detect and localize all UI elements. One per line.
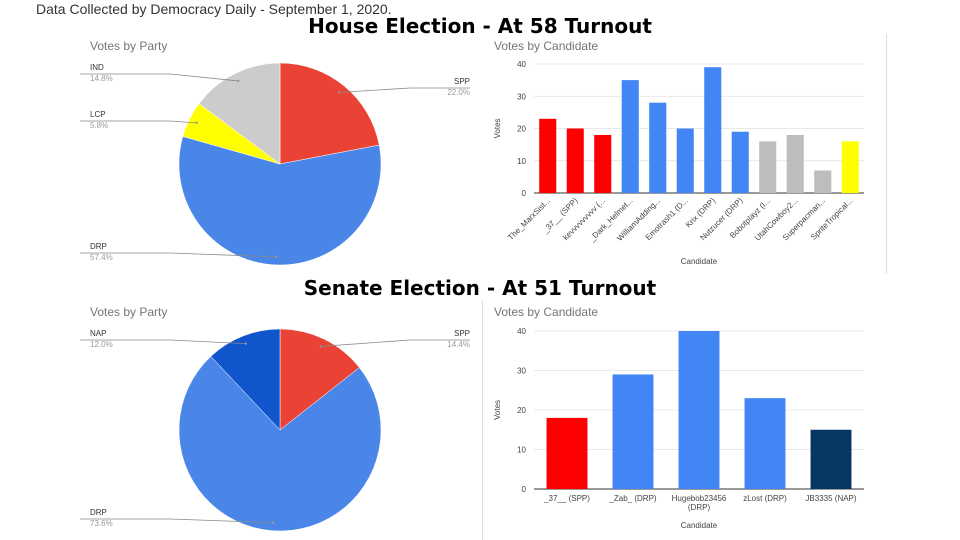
- senate-pie-pct-spp: 14.4%: [447, 340, 470, 349]
- senate-pie-label-drp: DRP: [90, 508, 107, 517]
- house-pie-leader-ind: [80, 73, 239, 82]
- house-bar-bar: [594, 134, 612, 193]
- senate-pie-label-spp: SPP: [454, 329, 470, 338]
- house-pie-leader-dot-ind: [237, 79, 240, 83]
- senate-pie-leader-spp: [320, 339, 470, 347]
- house-bar-bar: [841, 141, 859, 193]
- senate-pie-leader-drp: [80, 518, 274, 524]
- senate-bar-title: Votes by Candidate: [494, 305, 598, 319]
- senate-bar-bar: [810, 429, 852, 489]
- house-bar-ytick: 10: [517, 157, 526, 166]
- senate-bar-ytick: 0: [522, 485, 527, 494]
- house-pie-leader-spp: [339, 87, 470, 93]
- house-pie-label-spp: SPP: [454, 77, 470, 86]
- senate-candidate-bar-panel: Votes by Candidate 0 10 20 30 40 _37__ (SPP) _Z…: [484, 300, 888, 540]
- senate-pie-leader-nap: [80, 339, 246, 345]
- house-bar-bar: [649, 102, 667, 193]
- senate-bar-xtick: Hugebob23456 (DRP): [672, 494, 727, 512]
- house-pie-leader-dot-lcp: [195, 121, 198, 125]
- senate-bar-xtick: _Zab_ (DRP): [608, 494, 656, 503]
- senate-section-title: Senate Election - At 51 Turnout: [303, 276, 657, 300]
- house-pie-label-drp: DRP: [90, 242, 107, 251]
- senate-candidate-bar-chart: Votes by Candidate 0 10 20 30 40 _37__ (SPP) _Z…: [493, 305, 864, 530]
- house-pie-pct-spp: 22.0%: [447, 88, 470, 97]
- house-bar-title: Votes by Candidate: [494, 39, 598, 53]
- senate-bar-ytick: 20: [517, 406, 526, 415]
- house-bar-ytick: 20: [517, 125, 526, 134]
- senate-pie-title: Votes by Party: [90, 305, 167, 319]
- house-pie-leader-drp: [80, 252, 276, 258]
- house-pie-title: Votes by Party: [90, 39, 167, 53]
- house-pie-leader-dot-drp: [274, 255, 278, 259]
- house-pie-slice-ind: [198, 62, 281, 165]
- senate-pie-leader-dot-spp: [319, 345, 322, 348]
- house-bar-bar: [759, 141, 777, 193]
- senate-pie-leader-dot-nap: [244, 342, 247, 345]
- house-bar-xtick: The_MarxSist...: [506, 196, 552, 242]
- senate-pie-slice-spp: [279, 328, 360, 431]
- house-pie-leader-lcp: [80, 120, 197, 124]
- house-bar-bar: [704, 67, 722, 193]
- house-pie-label-ind: IND: [90, 63, 104, 72]
- senate-bar-ylabel: Votes: [493, 400, 502, 420]
- house-bar-ytick: 0: [522, 189, 527, 198]
- senate-bar-xtick: JB3335 (NAP): [805, 494, 856, 503]
- senate-bar-bar: [612, 374, 654, 489]
- senate-pie-slice-nap: [210, 328, 281, 431]
- house-pie-pct-drp: 57.4%: [90, 253, 113, 262]
- house-bar-xlabel: Candidate: [681, 257, 718, 266]
- senate-bar-xlabel: Candidate: [681, 521, 718, 530]
- senate-party-pie-chart: Votes by Party SPP 14.4% DRP 73.6% NAP 12.0%: [80, 305, 470, 532]
- house-panel-divider: [886, 34, 887, 274]
- house-pie-pct-ind: 14.8%: [90, 74, 113, 83]
- senate-bar-bar: [678, 331, 720, 489]
- house-bar-ytick: 40: [517, 60, 526, 69]
- house-pie-label-lcp: LCP: [90, 110, 106, 119]
- senate-pie-pct-drp: 73.6%: [90, 519, 113, 528]
- house-pie-slice-drp: [178, 136, 382, 266]
- house-bar-bar: [539, 118, 557, 193]
- house-bar-bar: [566, 128, 584, 193]
- house-party-pie-chart: Votes by Party SPP 22.0% DRP 57.4% LCP 5.8% IND…: [80, 39, 470, 266]
- senate-party-pie-panel: Votes by Party SPP 14.4% DRP 73.6% NAP 12.0%: [80, 300, 480, 540]
- senate-pie-label-nap: NAP: [90, 329, 106, 338]
- house-candidate-bar-chart: Votes by Candidate 0 10 20 30 40 The_MarxSist.…: [493, 39, 864, 266]
- senate-bar-xtick: _37__ (SPP): [543, 494, 590, 503]
- house-bar-ytick: 30: [517, 92, 526, 101]
- senate-bar-bar: [546, 417, 588, 489]
- house-candidate-bar-panel: Votes by Candidate 0 10 20 30 40 The_MarxSist.…: [484, 34, 888, 274]
- senate-pie-leader-dot-drp: [271, 521, 275, 524]
- house-bar-bar: [786, 134, 804, 193]
- senate-bar-bar: [744, 398, 786, 489]
- house-bar-bar: [621, 80, 639, 193]
- house-bar-bar: [814, 170, 832, 193]
- house-bar-ylabel: Votes: [493, 118, 502, 138]
- senate-pie-pct-nap: 12.0%: [90, 340, 113, 349]
- house-party-pie-panel: Votes by Party SPP 22.0% DRP 57.4% LCP 5.8% IND…: [80, 34, 480, 274]
- source-note: Data Collected by Democracy Daily - Sept…: [36, 1, 392, 17]
- house-pie-slice-spp: [279, 62, 380, 165]
- senate-bar-ytick: 30: [517, 367, 526, 376]
- senate-bar-ytick: 40: [517, 327, 526, 336]
- house-pie-leader-dot-spp: [338, 91, 341, 94]
- senate-bar-xtick: zLost (DRP): [743, 494, 787, 503]
- senate-panel-divider: [482, 300, 483, 540]
- house-bar-bar: [731, 131, 749, 193]
- house-bar-bar: [676, 128, 694, 193]
- senate-pie-slice-drp: [178, 356, 382, 532]
- house-pie-pct-lcp: 5.8%: [90, 121, 108, 130]
- senate-bar-ytick: 10: [517, 446, 526, 455]
